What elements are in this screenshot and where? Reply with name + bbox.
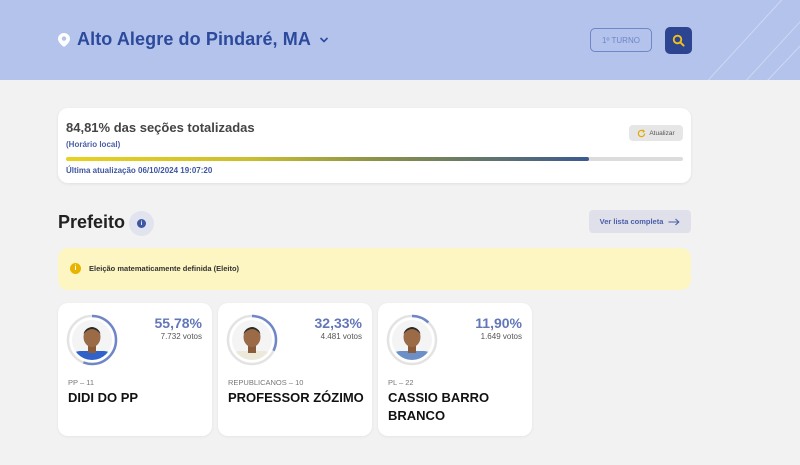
candidate-card[interactable]: 32,33% 4.481 votos REPUBLICANOS – 10 PRO… — [218, 303, 372, 436]
header-decoration — [707, 0, 800, 80]
location-selector[interactable]: Alto Alegre do Pindaré, MA — [58, 29, 329, 50]
sections-totalized-text: 84,81% das seções totalizadas — [66, 120, 255, 135]
refresh-button[interactable]: Atualizar — [629, 125, 683, 141]
info-button[interactable]: i — [129, 211, 154, 236]
totalization-card: 84,81% das seções totalizadas (Horário l… — [58, 108, 691, 183]
candidate-avatar — [392, 320, 432, 360]
candidate-photo-ring — [66, 314, 118, 366]
arrow-right-icon — [668, 218, 681, 225]
see-full-list-button[interactable]: Ver lista completa — [589, 210, 691, 233]
vote-count: 4.481 votos — [320, 332, 362, 341]
warning-info-icon: i — [70, 263, 81, 274]
candidate-photo-ring — [386, 314, 438, 366]
last-update-text: Última atualização 06/10/2024 19:07:20 — [66, 166, 213, 175]
local-time-label: (Horário local) — [66, 140, 121, 149]
header-bar: Alto Alegre do Pindaré, MA 1º TURNO — [0, 0, 800, 80]
candidate-avatar — [232, 320, 272, 360]
candidate-photo-ring — [226, 314, 278, 366]
vote-percentage: 32,33% — [314, 315, 362, 331]
section-title: Prefeito — [58, 212, 126, 232]
vote-share-arc — [66, 314, 118, 366]
candidate-avatar — [72, 320, 112, 360]
election-notice: i Eleição matematicamente definida (Elei… — [58, 248, 691, 290]
candidate-card[interactable]: 11,90% 1.649 votos PL – 22 CASSIO BARRO … — [378, 303, 532, 436]
refresh-label: Atualizar — [649, 129, 675, 137]
see-full-list-label: Ver lista completa — [599, 217, 664, 226]
candidate-name: CASSIO BARRO BRANCO — [388, 390, 490, 423]
vote-count: 7.732 votos — [160, 332, 202, 341]
party-label: PL – 22 — [388, 378, 414, 387]
progress-bar — [66, 157, 683, 161]
chevron-down-icon[interactable] — [319, 36, 329, 44]
progress-bar-fill — [66, 157, 590, 161]
candidate-name: DIDI DO PP — [68, 390, 139, 405]
party-label: REPUBLICANOS – 10 — [228, 378, 304, 387]
refresh-icon — [638, 128, 646, 137]
vote-share-arc — [386, 314, 438, 366]
vote-share-arc — [226, 314, 278, 366]
notice-text: Eleição matematicamente definida (Eleito… — [89, 264, 240, 273]
vote-count: 1.649 votos — [480, 332, 522, 341]
candidate-card[interactable]: 55,78% 7.732 votos PP – 11 DIDI DO PP — [58, 303, 212, 436]
vote-percentage: 55,78% — [154, 315, 202, 331]
candidate-name: PROFESSOR ZÓZIMO — [228, 390, 364, 405]
turno-button[interactable]: 1º TURNO — [590, 28, 652, 52]
vote-percentage: 11,90% — [475, 315, 522, 331]
search-button[interactable] — [665, 27, 692, 54]
info-icon: i — [137, 219, 146, 228]
search-icon — [672, 34, 685, 47]
party-label: PP – 11 — [68, 378, 94, 387]
map-pin-icon — [58, 32, 70, 47]
city-name: Alto Alegre do Pindaré, MA — [77, 29, 311, 49]
